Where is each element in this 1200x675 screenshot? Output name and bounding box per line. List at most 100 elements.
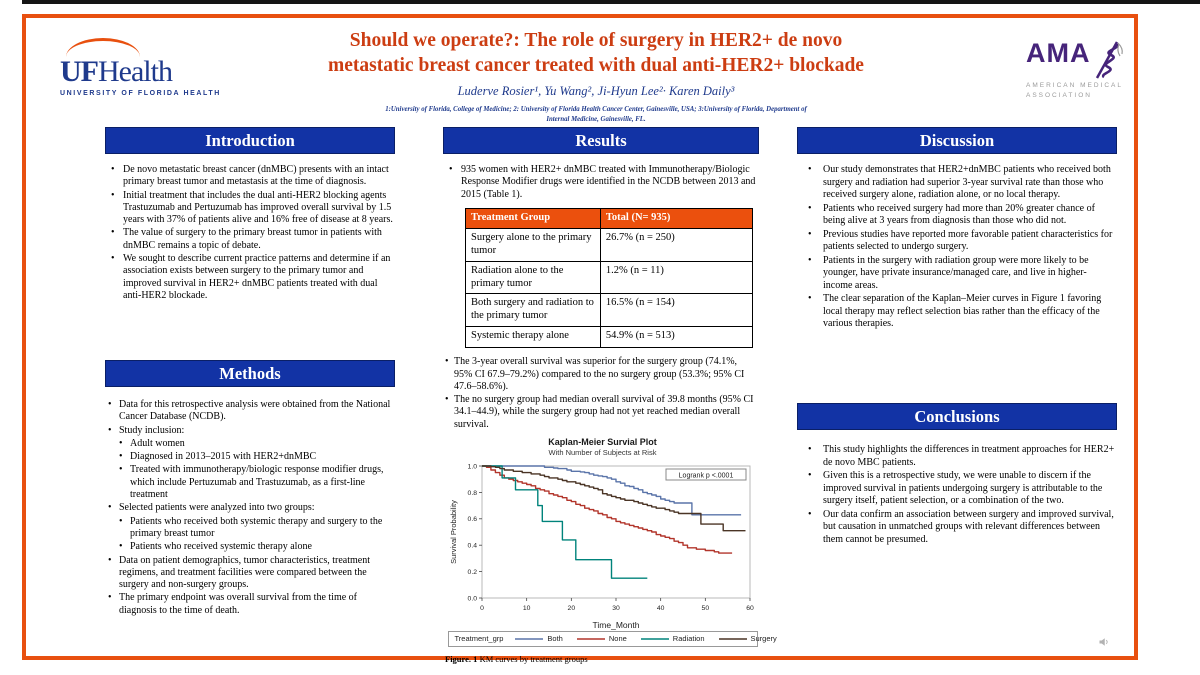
ama-logo: AMA AMERICAN MEDICAL ASSOCIATION xyxy=(1026,40,1176,102)
legend-entry: Surgery xyxy=(718,634,777,644)
introduction-bullet-list: De novo metastatic breast cancer (dnMBC)… xyxy=(107,164,393,302)
table-header-cell: Treatment Group xyxy=(465,207,601,229)
discussion-bullet-list: Our study demonstrates that HER2+dnMBC p… xyxy=(799,164,1115,331)
ufhealth-tagline: UNIVERSITY OF FLORIDA HEALTH xyxy=(60,90,221,97)
poster: UFHealth UNIVERSITY OF FLORIDA HEALTH Sh… xyxy=(22,14,1138,664)
svg-text:1.0: 1.0 xyxy=(467,464,477,471)
table-cell: 1.2% (n = 11) xyxy=(599,260,754,295)
section-introduction: Introduction De novo metastatic breast c… xyxy=(105,127,395,303)
section-conclusions: Conclusions This study highlights the di… xyxy=(797,403,1117,547)
bullet-item: The 3-year overall survival was superior… xyxy=(445,356,757,393)
audio-speaker-icon[interactable] xyxy=(1098,636,1110,648)
svg-text:10: 10 xyxy=(522,605,530,612)
affiliations: 1:University of Florida, College of Medi… xyxy=(276,105,916,125)
table-header-cell: Total (N= 935) xyxy=(599,207,754,229)
results-findings-bullets: The 3-year overall survival was superior… xyxy=(445,356,757,431)
ama-subtitle-line-1: AMERICAN MEDICAL xyxy=(1026,82,1124,89)
legend-entry: Radiation xyxy=(640,634,705,644)
table-cell: 16.5% (n = 154) xyxy=(599,293,754,328)
legend-line-swatch xyxy=(576,638,605,640)
svg-text:0: 0 xyxy=(480,605,484,612)
km-chart-subtitle: With Number of Subjects at Risk xyxy=(548,448,657,458)
screen-top-bar xyxy=(22,0,1200,4)
svg-text:0.2: 0.2 xyxy=(467,569,477,576)
figure-caption-label: Figure. 1 xyxy=(445,653,478,664)
table-row: Both surgery and radiation to the primar… xyxy=(465,293,754,328)
methods-header: Methods xyxy=(105,360,395,387)
km-plot: 0.0 0.2 0.4 0.6 0.8 1.0 0 10 20 30 40 50 60 Survival … xyxy=(449,464,754,631)
bullet-item: Adult women xyxy=(118,438,393,451)
bullet-item: This study highlights the differences in… xyxy=(799,444,1115,469)
bullet-item: Patients in the surgery with radiation g… xyxy=(799,255,1115,293)
bullet-item: Given this is a retrospective study, we … xyxy=(799,470,1115,508)
bullet-item: Initial treatment that includes the dual… xyxy=(107,190,393,227)
uf-letters: UF xyxy=(60,55,99,88)
ufhealth-arc-icon xyxy=(66,38,140,57)
bullet-item: Data on patient demographics, tumor char… xyxy=(107,555,393,592)
svg-text:0.4: 0.4 xyxy=(467,543,477,550)
treatment-table-head: Treatment Group Total (N= 935) xyxy=(465,207,754,229)
figure-caption-text: KM curves by treatment groups xyxy=(477,653,588,664)
legend-label: Both xyxy=(547,634,563,644)
km-chart-block: Kaplan-Meier Survial Plot With Number of… xyxy=(445,437,777,664)
km-legend-entries: Both None Radiation Surgery xyxy=(515,634,777,644)
svg-text:60: 60 xyxy=(746,605,754,612)
authors: Luderve Rosier¹, Yu Wang², Ji-Hyun Lee²·… xyxy=(457,83,735,98)
bullet-item: 935 women with HER2+ dnMBC treated with … xyxy=(445,164,757,201)
svg-text:Time_Month: Time_Month xyxy=(592,620,639,630)
bullet-item: The no surgery group had median overall … xyxy=(445,394,757,431)
table-cell: 54.9% (n = 513) xyxy=(599,326,754,349)
svg-text:Survival Probability: Survival Probability xyxy=(449,500,458,564)
affiliation-line-1: 1:University of Florida, College of Medi… xyxy=(385,105,807,113)
svg-text:30: 30 xyxy=(612,605,620,612)
svg-text:Logrank p <.0001: Logrank p <.0001 xyxy=(678,473,733,480)
km-chart-title: Kaplan-Meier Survial Plot xyxy=(548,437,657,448)
km-legend-title: Treatment_grp xyxy=(454,634,504,644)
table-cell: Systemic therapy alone xyxy=(465,326,601,349)
legend-label: Surgery xyxy=(750,634,777,644)
ufhealth-wordmark: UFHealth xyxy=(60,57,270,87)
legend-entry: Both xyxy=(515,634,563,644)
legend-line-swatch xyxy=(640,638,669,640)
bullet-item: Data for this retrospective analysis wer… xyxy=(107,399,393,424)
bullet-item: The primary endpoint was overall surviva… xyxy=(107,592,393,617)
table-cell: 26.7% (n = 250) xyxy=(599,227,754,262)
conclusions-header: Conclusions xyxy=(797,403,1117,430)
legend-entry: None xyxy=(576,634,627,644)
legend-label: None xyxy=(608,634,627,644)
table-row: Systemic therapy alone 54.9% (n = 513) xyxy=(465,326,754,349)
bullet-item: We sought to describe current practice p… xyxy=(107,253,393,302)
bullet-item: Patients who received systemic therapy a… xyxy=(118,541,393,554)
bullet-item: Our data confirm an association between … xyxy=(799,509,1115,547)
title-line-2: metastatic breast cancer treated with du… xyxy=(328,55,864,77)
svg-text:50: 50 xyxy=(701,605,709,612)
discussion-header: Discussion xyxy=(797,127,1117,154)
affiliation-line-2: Internal Medicine, Gainesville, FL. xyxy=(546,115,646,123)
section-methods: Methods Data for this retrospective anal… xyxy=(105,360,395,618)
table-row: Radiation alone to the primary tumor 1.2%… xyxy=(465,260,754,295)
bullet-item: Previous studies have reported more favo… xyxy=(799,229,1115,254)
bullet-item: Treated with immunotherapy/biologic resp… xyxy=(118,464,393,501)
methods-bullet-list: Data for this retrospective analysis wer… xyxy=(107,399,393,617)
table-row: Surgery alone to the primary tumor 26.7% … xyxy=(465,227,754,262)
svg-text:0.6: 0.6 xyxy=(467,516,477,523)
svg-text:40: 40 xyxy=(656,605,664,612)
bullet-item: Selected patients were analyzed into two… xyxy=(107,502,393,515)
section-discussion: Discussion Our study demonstrates that H… xyxy=(797,127,1117,332)
table-cell: Surgery alone to the primary tumor xyxy=(465,227,601,262)
legend-line-swatch xyxy=(718,638,747,640)
ufhealth-logo: UFHealth UNIVERSITY OF FLORIDA HEALTH xyxy=(60,38,270,97)
treatment-table: Treatment Group Total (N= 935) Surgery al… xyxy=(465,207,754,349)
bullet-item: Our study demonstrates that HER2+dnMBC p… xyxy=(799,164,1115,202)
title-line-1: Should we operate?: The role of surgery … xyxy=(349,30,843,51)
title-block: Should we operate?: The role of surgery … xyxy=(276,28,916,125)
bullet-item: Patients who received both systemic ther… xyxy=(118,516,393,541)
svg-text:20: 20 xyxy=(567,605,575,612)
table-cell: Radiation alone to the primary tumor xyxy=(465,260,601,295)
legend-label: Radiation xyxy=(672,634,705,644)
ama-subtitle-line-2: ASSOCIATION xyxy=(1026,92,1092,100)
km-legend: Treatment_grp Both None Radiation Surgery xyxy=(447,631,777,647)
ama-subtitle: AMERICAN MEDICAL ASSOCIATION xyxy=(1026,81,1176,102)
bullet-item: Study inclusion: xyxy=(107,425,393,438)
poster-title: Should we operate?: The role of surgery … xyxy=(276,28,916,79)
